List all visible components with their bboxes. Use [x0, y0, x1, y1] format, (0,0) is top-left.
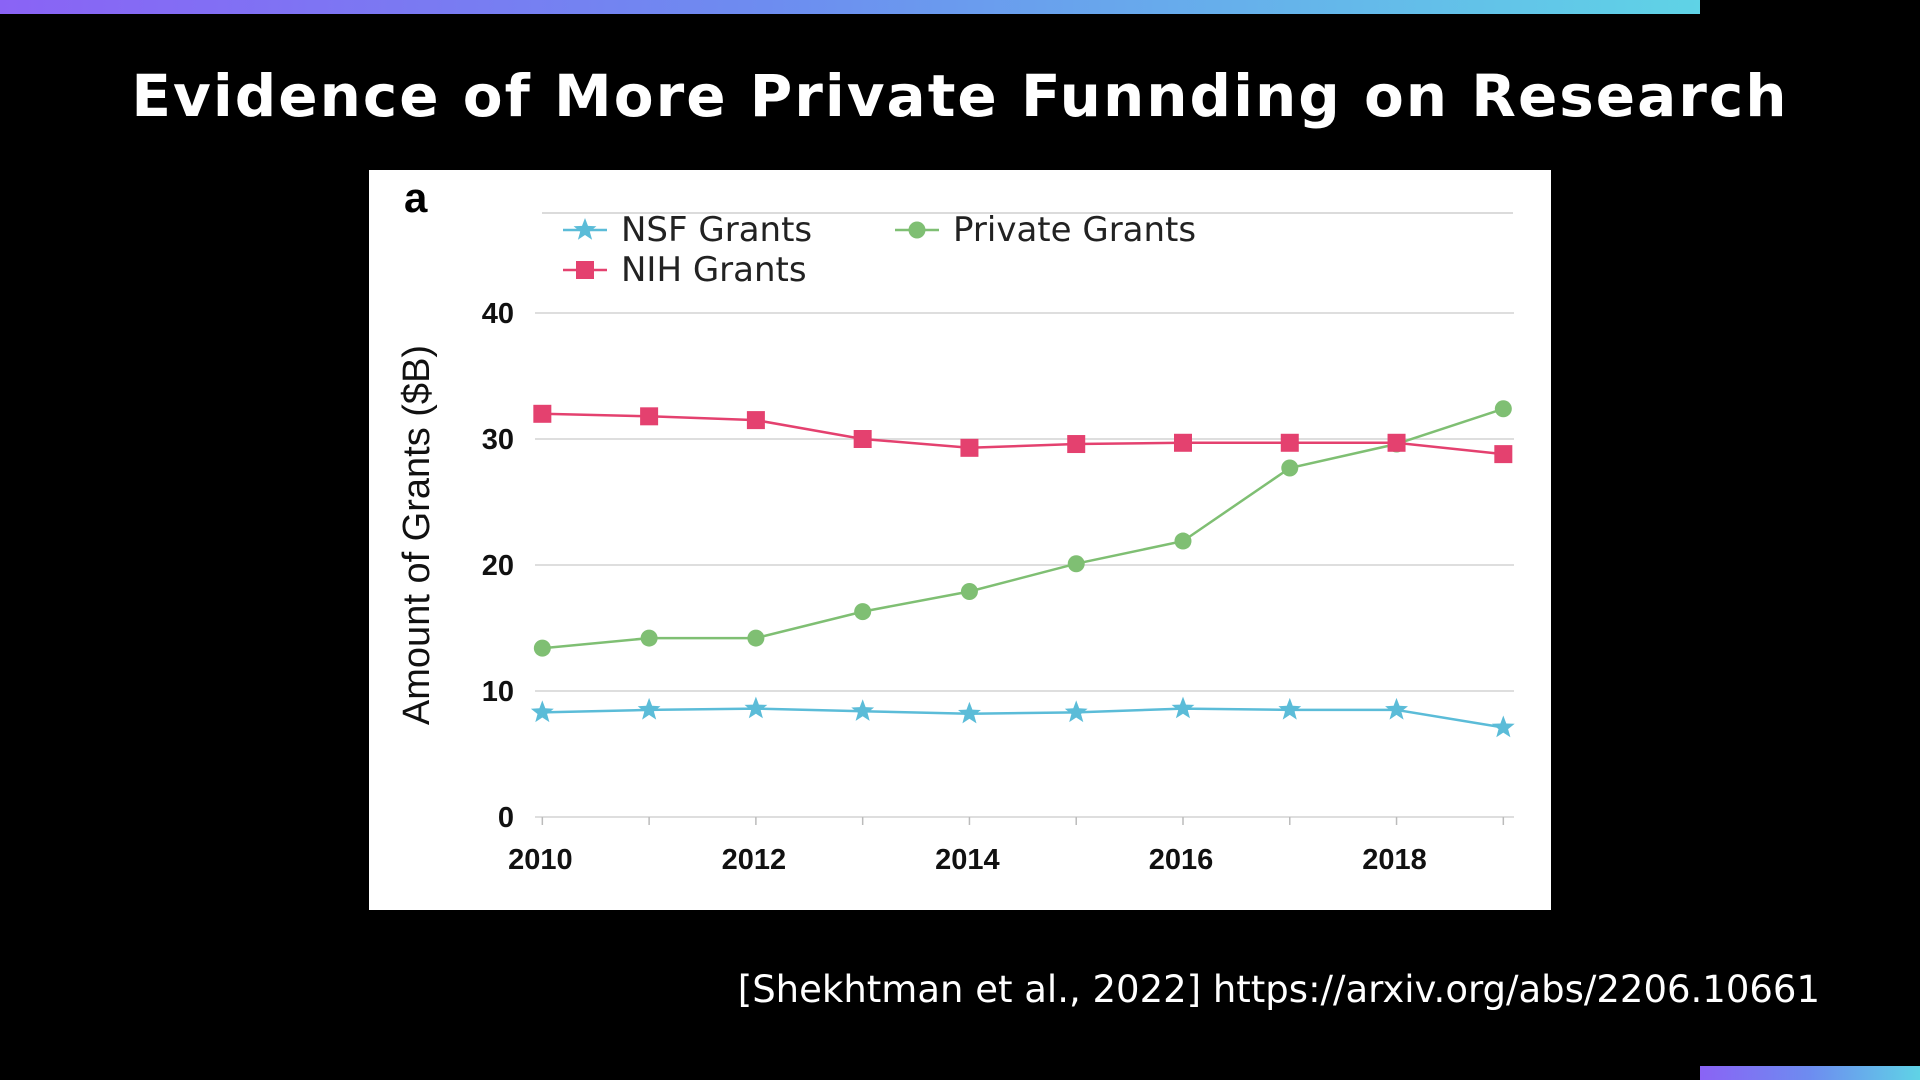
data-point [960, 438, 979, 457]
y-tick-label: 30 [482, 424, 514, 456]
legend-item: Private Grants [895, 210, 1196, 250]
data-point [1385, 697, 1408, 720]
grid-lines [535, 212, 1514, 818]
data-point [576, 261, 594, 279]
y-tick-label: 20 [482, 550, 514, 582]
data-point [1064, 700, 1088, 723]
data-point [960, 582, 978, 600]
data-point [853, 430, 872, 448]
series-line [542, 707, 1504, 729]
data-point [1387, 433, 1406, 452]
data-point [851, 699, 875, 721]
legend-label: Private Grants [953, 210, 1196, 250]
data-point [958, 701, 981, 724]
series-lines [530, 400, 1515, 738]
data-point [1173, 433, 1192, 452]
data-point [640, 407, 659, 426]
data-point [530, 700, 554, 723]
data-point [908, 221, 926, 239]
data-point [747, 629, 765, 647]
series-line [542, 412, 1504, 456]
series-nsf-grants [530, 696, 1515, 738]
data-point [744, 696, 768, 719]
data-point [637, 697, 661, 720]
x-tick-label: 2016 [1149, 844, 1214, 876]
legend-item: NSF Grants [563, 210, 812, 250]
data-point [1494, 400, 1512, 418]
y-tick-label: 40 [482, 298, 514, 330]
slide-title: Evidence of More Private Funnding on Res… [131, 62, 1789, 130]
top-accent-bar [0, 0, 1700, 14]
data-point [533, 404, 552, 423]
line-chart: a 0 10 20 30 40 2010 2012 2014 2016 2018 Amount o… [396, 174, 1515, 876]
data-point [1281, 459, 1299, 477]
data-point [1491, 715, 1515, 738]
x-tick-label: 2012 [722, 844, 787, 876]
legend-label: NIH Grants [621, 250, 807, 290]
citation: [Shekhtman et al., 2022] https://arxiv.o… [737, 968, 1820, 1011]
chart-legend: NSF Grants Private Grants NIH Grants [563, 210, 1196, 290]
panel-label: a [404, 174, 428, 221]
chart-figure: a 0 10 20 30 40 2010 2012 2014 2016 2018 Amount o… [369, 170, 1551, 910]
data-point [573, 218, 597, 240]
x-tick-label: 2014 [935, 844, 1000, 876]
bottom-accent-bar [1700, 1066, 1920, 1080]
series-nih-grants [533, 404, 1513, 464]
data-point [1067, 435, 1086, 454]
y-tick-label: 0 [498, 802, 514, 834]
axis-ticks: 0 10 20 30 40 2010 2012 2014 2016 2018 [482, 298, 1505, 876]
data-point [533, 639, 551, 657]
data-point [1280, 433, 1299, 452]
series-line [542, 407, 1504, 650]
data-point [746, 411, 765, 430]
legend-item: NIH Grants [563, 250, 807, 290]
data-point [1278, 697, 1302, 720]
data-point [854, 603, 872, 621]
y-tick-label: 10 [482, 676, 514, 708]
y-axis-title: Amount of Grants ($B) [396, 345, 438, 725]
data-point [1174, 532, 1192, 550]
legend-label: NSF Grants [621, 210, 812, 250]
x-tick-label: 2018 [1362, 844, 1427, 876]
data-point [1067, 555, 1085, 573]
data-point [640, 629, 658, 647]
x-tick-label: 2010 [508, 844, 573, 876]
data-point [1171, 696, 1195, 719]
data-point [1494, 445, 1513, 464]
